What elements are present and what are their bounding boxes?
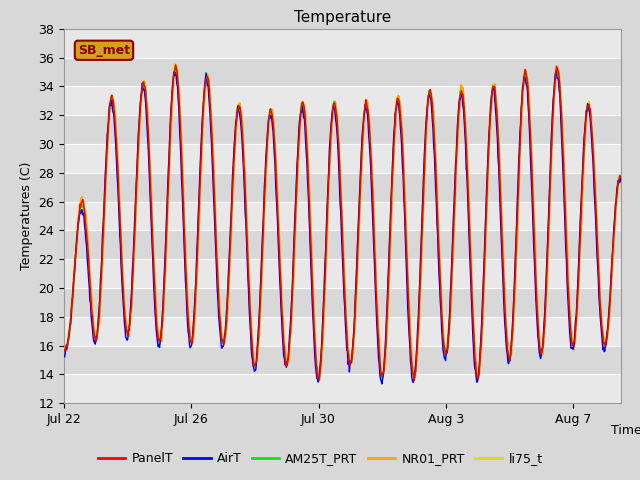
Bar (64, 346, 621, 374)
Bar (64, 115, 621, 144)
X-axis label: Time: Time (611, 424, 640, 437)
Bar (64, 144, 621, 173)
Text: SB_met: SB_met (78, 44, 130, 57)
Bar (64, 230, 621, 259)
Bar (64, 317, 621, 346)
Title: Temperature: Temperature (294, 10, 391, 25)
Legend: PanelT, AirT, AM25T_PRT, NR01_PRT, li75_t: PanelT, AirT, AM25T_PRT, NR01_PRT, li75_… (93, 447, 548, 470)
Y-axis label: Temperatures (C): Temperatures (C) (20, 162, 33, 270)
Bar (64, 202, 621, 230)
Bar (64, 374, 621, 403)
Bar (64, 86, 621, 115)
Bar (64, 259, 621, 288)
Bar (64, 173, 621, 202)
Bar (64, 29, 621, 58)
Bar (64, 58, 621, 86)
Bar (64, 288, 621, 317)
